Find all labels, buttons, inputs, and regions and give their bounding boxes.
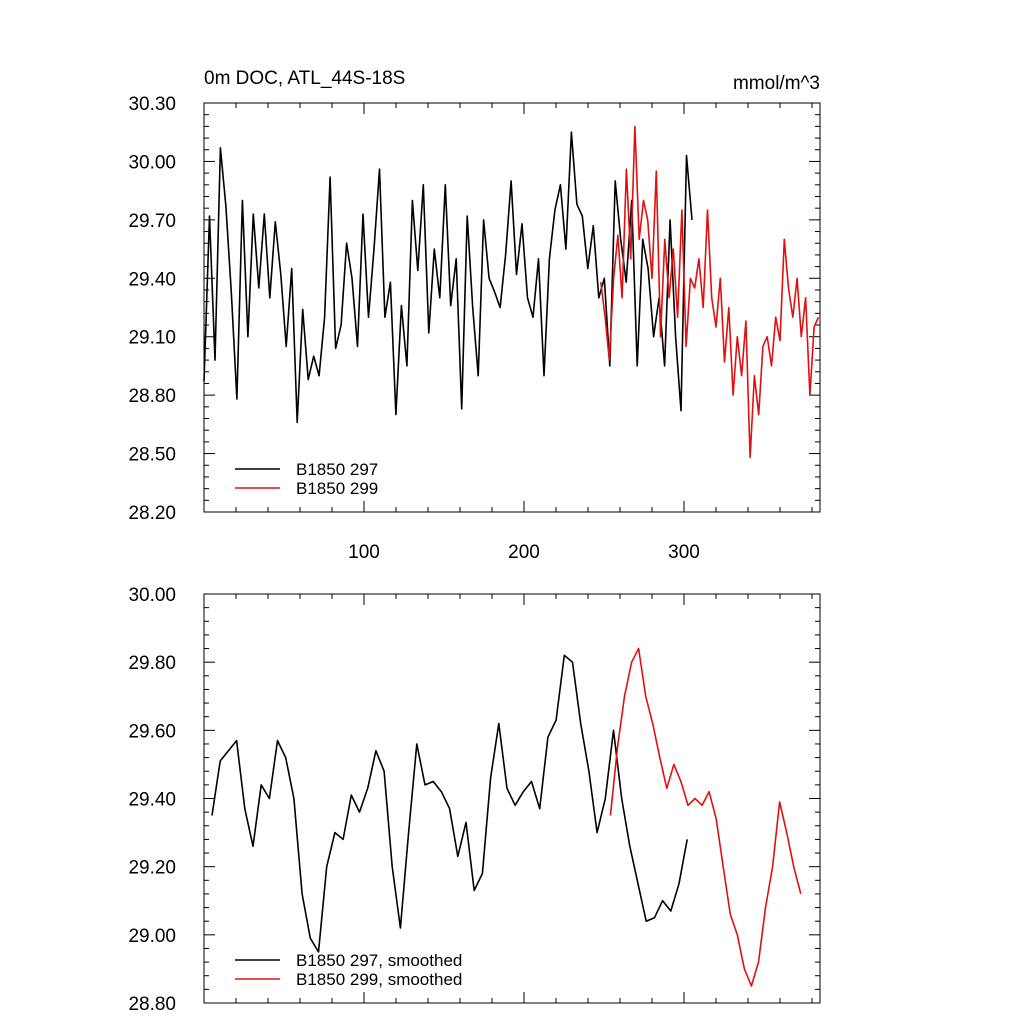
legend-label: B1850 299: [296, 479, 378, 498]
x-tick-label: 300: [668, 542, 700, 563]
legend-label: B1850 297: [296, 460, 378, 479]
series-line-299: [600, 125, 820, 459]
y-tick-label: 30.00: [128, 585, 176, 606]
y-tick-label: 29.40: [128, 269, 176, 290]
chart-panel-2: 28.80 29.00 29.20 29.40 29.60 29.80 30.00 B1850…: [128, 585, 821, 1015]
y-tick-label: 29.60: [128, 721, 176, 742]
y-tick-label: 30.30: [128, 94, 176, 115]
y-tick-label: 29.20: [128, 858, 176, 879]
series-line-297: [211, 654, 688, 953]
y-tick-label: 28.80: [128, 994, 176, 1015]
series-line-297: [203, 131, 693, 424]
legend-label: B1850 299, smoothed: [296, 970, 462, 989]
series-line-299: [609, 647, 802, 987]
y-tick-label: 28.80: [128, 386, 176, 407]
y-tick-label: 29.80: [128, 653, 176, 674]
y-tick-label: 28.50: [128, 445, 176, 466]
chart-panel-1: 28.20 28.50 28.80 29.10 29.40 29.70 30.00 30.30…: [128, 68, 821, 563]
y-tick-label: 30.00: [128, 152, 176, 173]
x-tick-label: 100: [348, 542, 380, 563]
y-tick-label: 28.20: [128, 503, 176, 524]
legend-label: B1850 297, smoothed: [296, 951, 462, 970]
units-label: mmol/m^3: [733, 73, 820, 94]
chart-title: 0m DOC, ATL_44S-18S: [204, 68, 405, 89]
y-tick-label: 29.00: [128, 926, 176, 947]
plot-frame: [203, 102, 821, 513]
y-tick-label: 29.70: [128, 211, 176, 232]
y-tick-label: 29.40: [128, 790, 176, 811]
y-tick-label: 29.10: [128, 328, 176, 349]
x-tick-label: 200: [508, 542, 540, 563]
